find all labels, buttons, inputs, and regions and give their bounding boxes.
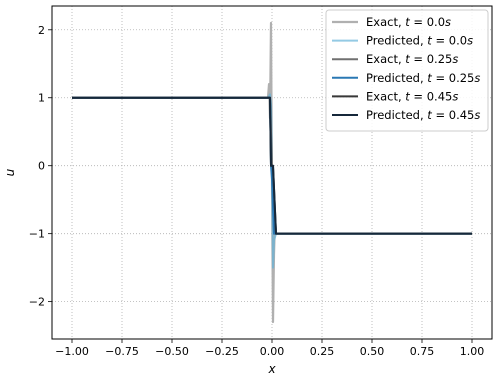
legend-box [325,9,489,132]
x-tick-label: 0.25 [310,345,335,358]
x-tick-label: −0.75 [105,345,139,358]
x-tick-label: 0.75 [410,345,435,358]
y-tick-label: 2 [38,24,45,37]
x-axis: −1.00 −0.75 −0.50 −0.25 0.00 0.25 0.50 0.75 1.00 [55,339,484,358]
legend-entry-5: Predicted, t = 0.45s [366,108,480,122]
x-tick-label: −0.25 [205,345,239,358]
y-tick-label: −1 [29,228,45,241]
legend-entry-4: Exact, t = 0.45s [366,89,458,103]
y-tick-label: 0 [38,160,45,173]
series-line-5 [72,96,472,235]
legend-entry-3: Predicted, t = 0.25s [366,71,480,85]
x-tick-label: 0.00 [260,345,285,358]
legend-entry-0: Exact, t = 0.0s [366,15,451,29]
legend: Exact, t = 0.0s Predicted, t = 0.0s Exact,… [325,9,489,132]
legend-entry-2: Exact, t = 0.25s [366,52,458,66]
y-tick-label: −2 [29,296,45,309]
x-tick-label: 1.00 [460,345,485,358]
legend-entry-1: Predicted, t = 0.0s [366,34,473,48]
x-tick-label: 0.50 [360,345,385,358]
y-axis: −2 −1 0 1 2 [29,24,52,309]
x-axis-label: x [267,362,276,376]
x-tick-label: −1.00 [55,345,89,358]
y-tick-label: 1 [38,92,45,105]
series-lines [72,21,472,324]
x-tick-label: −0.50 [155,345,189,358]
y-axis-label: u [3,168,17,176]
